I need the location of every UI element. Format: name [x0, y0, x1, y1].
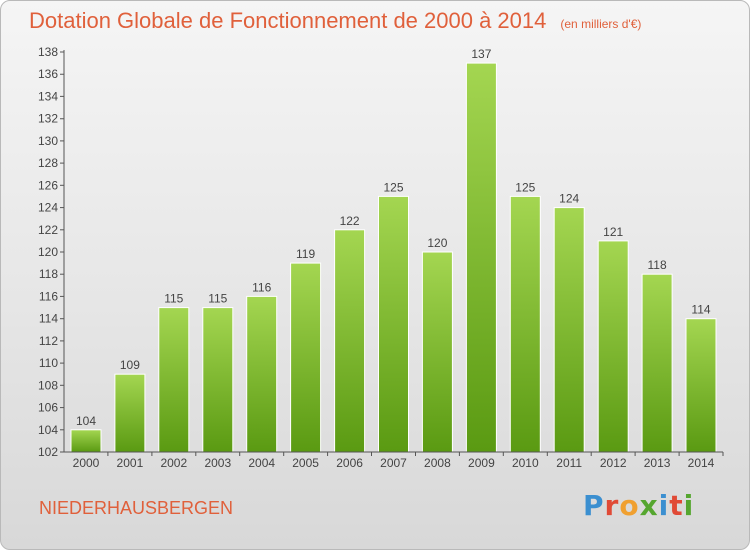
- y-tick-label-122: 122: [38, 223, 58, 237]
- chart-title: Dotation Globale de Fonctionnement de 20…: [29, 8, 641, 34]
- x-tick-label-2001: 2001: [117, 456, 144, 470]
- x-tick-label-2009: 2009: [468, 456, 495, 470]
- bar-2013: [641, 273, 673, 453]
- data-label-2000: 104: [76, 414, 96, 428]
- y-tick-label-130: 130: [38, 134, 58, 148]
- y-tick-label-136: 136: [38, 67, 58, 81]
- y-tick-label-118: 118: [39, 267, 58, 281]
- data-label-2014: 114: [691, 303, 710, 317]
- data-label-2003: 115: [208, 292, 227, 306]
- y-tick-label-110: 110: [39, 356, 58, 370]
- bar-2011: [553, 207, 585, 453]
- title-text: Dotation Globale de Fonctionnement de 20…: [29, 8, 547, 33]
- axes-group: 2000 2001 2002 2003 2004 2005 2006 2007 2008 2009…: [38, 45, 724, 470]
- x-tick-label-2007: 2007: [380, 456, 407, 470]
- data-label-2009: 137: [471, 47, 491, 61]
- data-label-2005: 119: [296, 247, 315, 261]
- y-tick-label-128: 128: [38, 156, 58, 170]
- y-tick-label-120: 120: [38, 245, 58, 259]
- x-tick-label-2004: 2004: [248, 456, 275, 470]
- y-tick-label-132: 132: [38, 112, 58, 126]
- y-tick-label-112: 112: [39, 334, 58, 348]
- bar-2003: [202, 307, 234, 453]
- data-label-2012: 121: [603, 225, 623, 239]
- data-label-2006: 122: [340, 214, 360, 228]
- data-label-2008: 120: [427, 236, 447, 250]
- data-label-2010: 125: [515, 180, 535, 194]
- x-tick-label-2008: 2008: [424, 456, 451, 470]
- y-tick-label-134: 134: [38, 89, 58, 103]
- y-tick-label-116: 116: [39, 289, 58, 303]
- bar-2001: [114, 373, 146, 453]
- bar-2010: [509, 195, 541, 453]
- y-tick-label-114: 114: [39, 312, 58, 326]
- y-tick-label-124: 124: [38, 201, 58, 215]
- bar-2007: [378, 195, 409, 453]
- data-label-2013: 118: [648, 258, 667, 272]
- bar-2012: [597, 240, 629, 453]
- bar-2004: [246, 295, 278, 453]
- proxiti-logo: Proxiti: [583, 489, 695, 522]
- y-tick-label-104: 104: [38, 423, 58, 437]
- x-tick-label-2011: 2011: [556, 456, 582, 470]
- y-tick-label-102: 102: [38, 445, 58, 459]
- x-tick-label-2005: 2005: [292, 456, 319, 470]
- x-tick-label-2006: 2006: [336, 456, 363, 470]
- x-tick-label-2014: 2014: [688, 456, 715, 470]
- bar-2000: [70, 429, 102, 453]
- y-tick-label-106: 106: [38, 401, 58, 415]
- bar-2014: [685, 318, 717, 453]
- bar-2002: [158, 307, 190, 453]
- unit-note: (en milliers d'€): [560, 17, 642, 31]
- data-label-2002: 115: [164, 292, 183, 306]
- bar-2006: [334, 229, 366, 453]
- y-tick-label-138: 138: [38, 45, 58, 59]
- x-tick-label-2002: 2002: [160, 456, 187, 470]
- x-tick-label-2012: 2012: [600, 456, 627, 470]
- x-tick-label-2000: 2000: [73, 456, 100, 470]
- y-tick-label-126: 126: [38, 178, 58, 192]
- bars-group: 104 109 115 115 116 119 122 125 120 137 125 124 121 1…: [70, 47, 717, 453]
- x-tick-label-2013: 2013: [644, 456, 671, 470]
- data-label-2001: 109: [120, 358, 140, 372]
- data-label-2004: 116: [252, 280, 271, 294]
- x-tick-label-2010: 2010: [512, 456, 539, 470]
- bar-2005: [290, 262, 322, 453]
- bar-2008: [421, 251, 453, 453]
- commune-name: NIEDERHAUSBERGEN: [39, 498, 234, 518]
- bar-2009: [465, 62, 497, 453]
- y-tick-label-108: 108: [38, 378, 58, 392]
- data-label-2011: 124: [559, 192, 579, 206]
- data-label-2007: 125: [383, 180, 403, 194]
- x-tick-label-2003: 2003: [204, 456, 231, 470]
